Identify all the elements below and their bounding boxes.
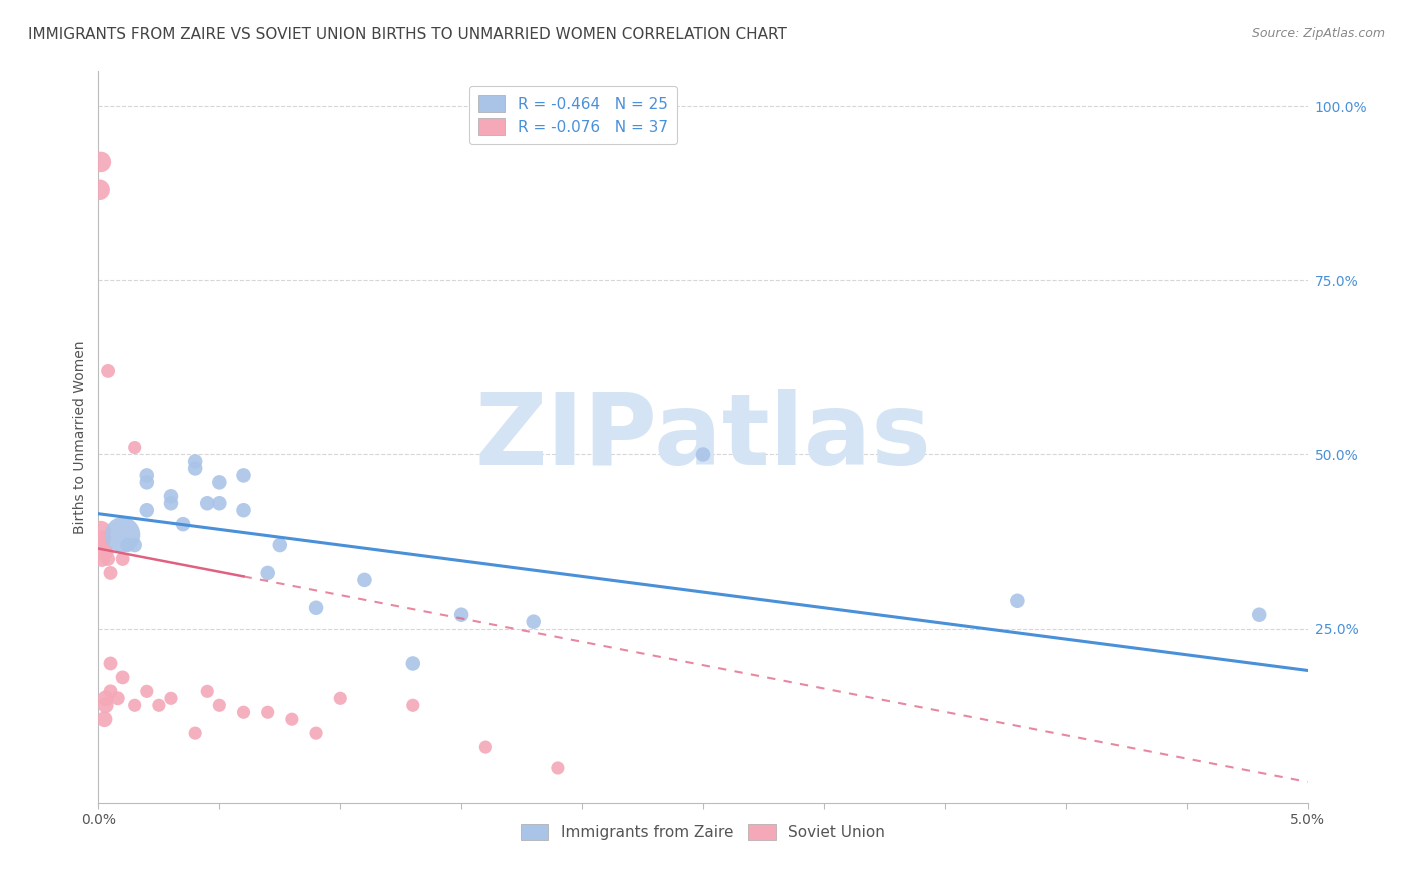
Point <box>135 468 157 483</box>
Point <box>184 454 207 468</box>
Legend: Immigrants from Zaire, Soviet Union: Immigrants from Zaire, Soviet Union <box>515 817 891 847</box>
Point <box>195 496 218 510</box>
Point <box>172 517 194 532</box>
Text: Source: ZipAtlas.com: Source: ZipAtlas.com <box>1251 27 1385 40</box>
Point <box>135 503 157 517</box>
Text: ZIPatlas: ZIPatlas <box>475 389 931 485</box>
Point <box>111 527 134 541</box>
Point <box>93 545 115 559</box>
Point <box>269 538 291 552</box>
Point <box>256 705 278 719</box>
Point <box>93 712 115 726</box>
Point <box>353 573 375 587</box>
Point <box>91 545 114 559</box>
Point <box>184 461 207 475</box>
Point <box>135 475 157 490</box>
Point <box>117 538 139 552</box>
Point <box>1249 607 1271 622</box>
Point <box>208 496 231 510</box>
Point <box>232 468 254 483</box>
Point <box>232 503 254 517</box>
Point <box>97 552 120 566</box>
Point <box>89 183 111 197</box>
Point <box>160 691 183 706</box>
Point <box>305 726 328 740</box>
Point <box>135 684 157 698</box>
Point <box>208 698 231 713</box>
Point <box>474 740 496 755</box>
Point <box>100 566 122 580</box>
Point <box>91 531 114 545</box>
Point <box>402 657 425 671</box>
Point <box>450 607 472 622</box>
Point <box>94 698 117 713</box>
Point <box>124 441 146 455</box>
Point <box>111 670 134 684</box>
Point <box>305 600 328 615</box>
Point <box>91 538 114 552</box>
Point <box>523 615 546 629</box>
Point <box>94 691 117 706</box>
Y-axis label: Births to Unmarried Women: Births to Unmarried Women <box>73 341 87 533</box>
Point <box>91 545 114 559</box>
Point <box>1007 594 1029 608</box>
Point <box>90 155 112 169</box>
Point <box>107 691 129 706</box>
Point <box>195 684 218 698</box>
Point <box>100 684 122 698</box>
Point <box>148 698 170 713</box>
Point <box>160 496 183 510</box>
Point <box>124 698 146 713</box>
Point <box>281 712 304 726</box>
Point <box>160 489 183 503</box>
Point <box>100 657 122 671</box>
Point <box>91 552 114 566</box>
Point <box>547 761 569 775</box>
Point <box>208 475 231 490</box>
Point <box>692 448 714 462</box>
Point <box>232 705 254 719</box>
Point <box>90 524 112 538</box>
Point <box>97 364 120 378</box>
Point <box>184 726 207 740</box>
Point <box>256 566 278 580</box>
Point <box>329 691 352 706</box>
Point <box>111 552 134 566</box>
Text: IMMIGRANTS FROM ZAIRE VS SOVIET UNION BIRTHS TO UNMARRIED WOMEN CORRELATION CHAR: IMMIGRANTS FROM ZAIRE VS SOVIET UNION BI… <box>28 27 787 42</box>
Point <box>124 538 146 552</box>
Point <box>402 698 425 713</box>
Point <box>94 545 117 559</box>
